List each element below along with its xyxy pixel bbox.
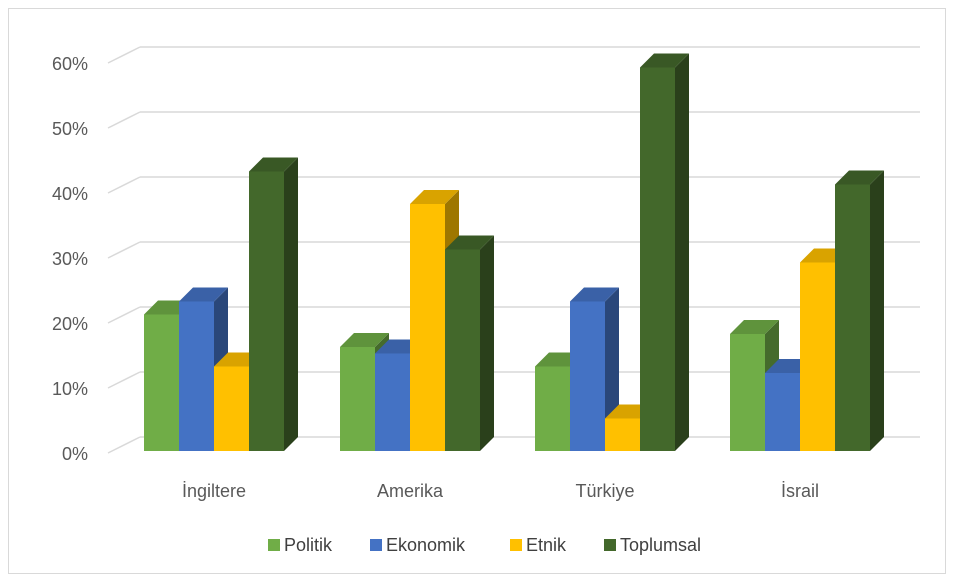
x-axis-tick-labels: İngiltere Amerika Türkiye İsrail	[182, 481, 819, 501]
legend-label: Etnik	[526, 535, 567, 555]
legend-swatch	[370, 539, 382, 551]
legend-swatch	[268, 539, 280, 551]
bar-toplumsal-1	[249, 157, 298, 451]
legend-label: Toplumsal	[620, 535, 701, 555]
bar-toplumsal-3	[640, 53, 689, 451]
gridline-depth	[107, 371, 141, 389]
gridline-depth	[107, 241, 141, 259]
y-tick-label: 60%	[52, 54, 88, 74]
legend-label: Politik	[284, 535, 333, 555]
x-tick-label: İsrail	[781, 481, 819, 501]
legend: Politik Ekonomik Etnik Toplumsal	[268, 535, 701, 555]
bar-series	[144, 53, 884, 451]
y-tick-label: 0%	[62, 444, 88, 464]
gridline-depth	[107, 436, 141, 454]
legend-swatch	[510, 539, 522, 551]
y-tick-label: 20%	[52, 314, 88, 334]
legend-label: Ekonomik	[386, 535, 466, 555]
bar-toplumsal-4	[835, 170, 884, 451]
y-tick-label: 30%	[52, 249, 88, 269]
legend-item-etnik: Etnik	[510, 535, 567, 555]
x-tick-label: Amerika	[377, 481, 444, 501]
legend-item-ekonomik: Ekonomik	[370, 535, 466, 555]
y-tick-label: 50%	[52, 119, 88, 139]
legend-item-politik: Politik	[268, 535, 333, 555]
gridline-depth	[107, 176, 141, 194]
gridline-depth	[107, 46, 141, 64]
legend-swatch	[604, 539, 616, 551]
y-tick-label: 40%	[52, 184, 88, 204]
gridline-depth	[107, 111, 141, 129]
x-tick-label: Türkiye	[575, 481, 634, 501]
gridline-depth	[107, 306, 141, 324]
bar-ekonomik-3	[570, 287, 619, 451]
x-tick-label: İngiltere	[182, 481, 246, 501]
y-tick-label: 10%	[52, 379, 88, 399]
legend-item-toplumsal: Toplumsal	[604, 535, 701, 555]
y-axis-tick-labels: 0% 10% 20% 30% 40% 50% 60%	[52, 54, 88, 464]
bar-toplumsal-2	[445, 235, 494, 451]
